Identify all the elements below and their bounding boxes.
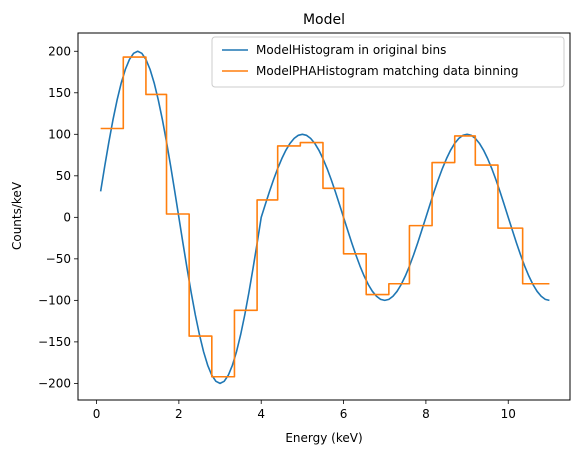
legend-frame bbox=[211, 36, 565, 88]
y-tick-label: −150 bbox=[38, 335, 71, 349]
y-tick-label: −100 bbox=[38, 293, 71, 307]
x-axis-ticks: 0 2 4 6 8 10 bbox=[93, 400, 516, 421]
y-axis-label: Counts/keV bbox=[10, 181, 24, 250]
legend-label-pha-histogram: ModelPHAHistogram matching data binning bbox=[256, 64, 518, 78]
y-tick-label: 50 bbox=[56, 169, 71, 183]
chart-title: Model bbox=[303, 12, 345, 28]
legend: ModelHistogram in original bins ModelPHA… bbox=[211, 36, 565, 88]
y-tick-label: −50 bbox=[46, 252, 71, 266]
y-tick-label: 100 bbox=[48, 127, 71, 141]
plot-series bbox=[99, 50, 550, 385]
plot-area-frame bbox=[77, 32, 571, 401]
y-tick-label: −200 bbox=[38, 376, 71, 390]
x-tick-label: 8 bbox=[422, 407, 430, 421]
x-tick-label: 0 bbox=[93, 407, 101, 421]
x-tick-label: 2 bbox=[175, 407, 183, 421]
y-tick-label: 200 bbox=[48, 44, 71, 58]
y-tick-label: 0 bbox=[63, 210, 71, 224]
pha-histogram-step-line bbox=[100, 56, 550, 378]
x-tick-label: 10 bbox=[501, 407, 516, 421]
legend-label-model-histogram: ModelHistogram in original bins bbox=[256, 43, 446, 57]
y-tick-label: 150 bbox=[48, 86, 71, 100]
x-tick-label: 4 bbox=[257, 407, 265, 421]
y-axis-ticks: −200 −150 −100 −50 0 50 100 150 200 bbox=[38, 44, 78, 390]
x-axis-label: Energy (keV) bbox=[285, 431, 362, 445]
x-tick-label: 6 bbox=[340, 407, 348, 421]
